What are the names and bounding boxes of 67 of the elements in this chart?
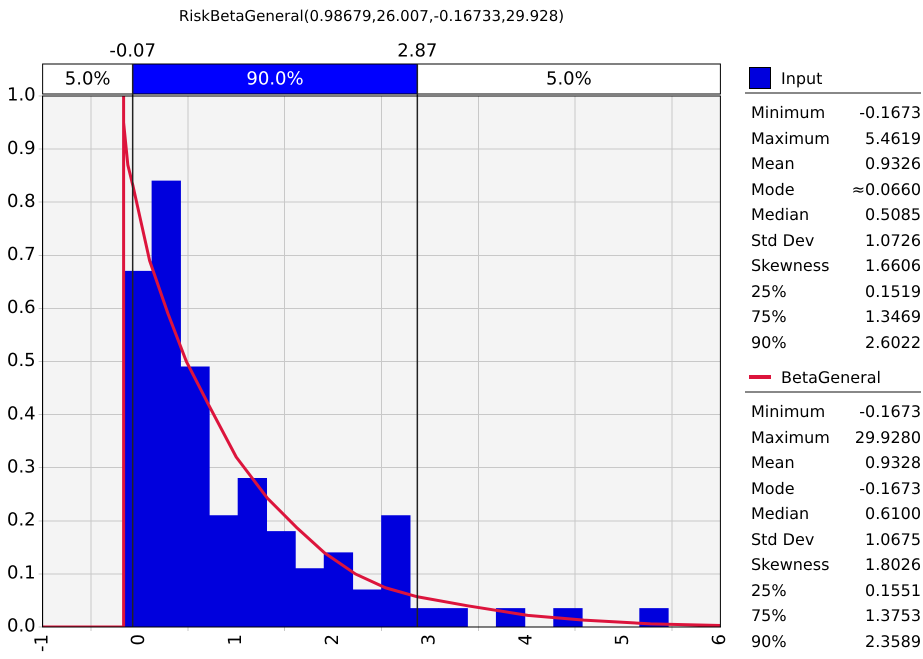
text: 5.0%	[64, 68, 111, 90]
text: 90.0%	[246, 68, 304, 90]
text: Median	[751, 204, 810, 226]
x-tick-label: 5	[612, 634, 634, 646]
text: Mode	[751, 178, 795, 200]
text: -0.1673	[859, 401, 921, 423]
y-tick-label: 0.7	[6, 244, 36, 265]
x-tick-label: 4	[515, 634, 536, 646]
text: 90%	[751, 332, 787, 354]
text: 0.6100	[865, 503, 921, 525]
text: 0.9328	[865, 452, 921, 474]
ref-line-label: -0.07	[109, 40, 156, 62]
y-tick-label: 0.0	[6, 616, 36, 637]
text: Minimum	[751, 102, 826, 124]
chart-title: RiskBetaGeneral(0.98679,26.007,-0.16733,29.928)	[178, 6, 564, 25]
ref-line-label: 2.87	[397, 40, 438, 62]
y-tick-label: 0.5	[6, 350, 36, 372]
text: 1.0726	[865, 230, 921, 252]
y-tick-label: 0.6	[6, 297, 36, 318]
text: 1.3753	[865, 605, 921, 627]
text: 2.6022	[865, 332, 921, 354]
text: 2.3589	[865, 630, 921, 652]
text: 0.9326	[865, 153, 921, 175]
text: Maximum	[751, 426, 830, 448]
text: 0.1519	[865, 280, 921, 302]
text: Minimum	[751, 401, 826, 423]
text: Mean	[751, 452, 795, 474]
y-tick-label: 0.3	[6, 456, 36, 478]
y-tick-label: 0.9	[6, 138, 36, 159]
text: 0.5085	[865, 204, 921, 226]
x-tick-label: -1	[31, 634, 52, 652]
text: -0.1673	[859, 102, 921, 124]
x-tick-label: 0	[128, 634, 150, 646]
text: 1.0675	[865, 528, 921, 550]
y-tick-label: 1.0	[6, 84, 36, 106]
y-tick-label: 0.8	[6, 190, 36, 212]
legend-label: Input	[781, 68, 822, 88]
x-tick-label: 1	[224, 634, 246, 646]
text: Std Dev	[751, 230, 814, 252]
x-tick-label: 3	[418, 634, 440, 646]
text: 75%	[751, 306, 787, 328]
text: 0.1551	[865, 580, 921, 602]
y-tick-label: 0.4	[6, 403, 36, 424]
text: Skewness	[751, 554, 830, 576]
y-tick-label: 0.1	[6, 562, 36, 584]
x-tick-label: 6	[709, 634, 730, 646]
text: Maximum	[751, 128, 830, 150]
text: 29.9280	[854, 426, 921, 448]
text: ≈0.0660	[852, 178, 921, 200]
text: 5.0%	[546, 68, 592, 90]
legend-label: BetaGeneral	[781, 368, 881, 386]
text: 25%	[751, 580, 787, 602]
text: 1.8026	[865, 554, 921, 576]
text: -0.1673	[859, 478, 921, 500]
text: 5.4619	[865, 128, 921, 150]
text: Mean	[751, 153, 795, 175]
text: Median	[751, 503, 810, 525]
text: 1.3469	[865, 306, 921, 328]
text: 90%	[751, 630, 787, 652]
y-tick-label: 0.2	[6, 510, 36, 531]
text: 75%	[751, 605, 787, 627]
text: Std Dev	[751, 528, 814, 550]
text: 25%	[751, 280, 787, 302]
text: Mode	[751, 478, 795, 500]
x-tick-label: 2	[322, 634, 343, 646]
text: Skewness	[751, 255, 830, 277]
text: 1.6606	[865, 255, 921, 277]
